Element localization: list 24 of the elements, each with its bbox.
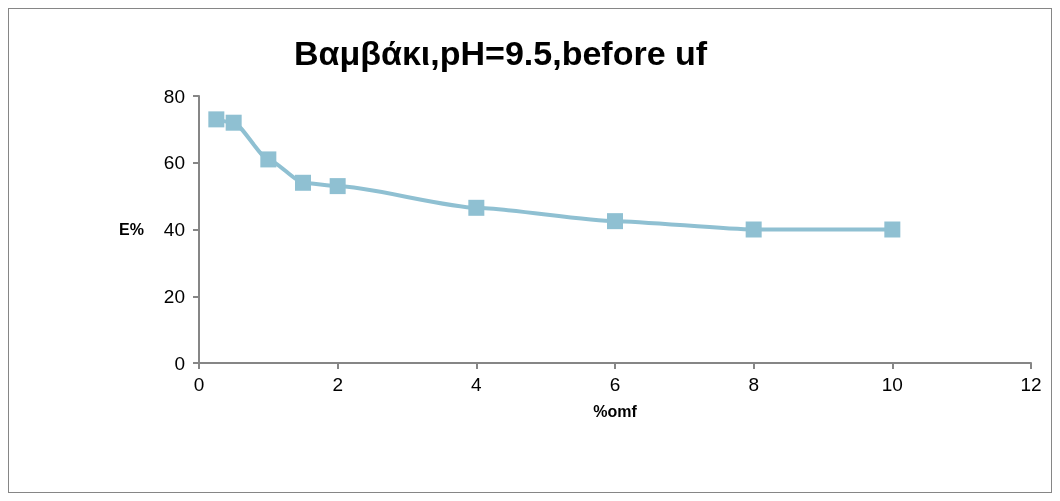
point <box>208 111 225 128</box>
point <box>468 199 485 216</box>
x-axis-title: %omf <box>593 402 638 420</box>
x-tick-label: 10 <box>881 374 903 395</box>
y-tick-label: 0 <box>174 352 185 374</box>
x-tick-label: 0 <box>193 374 205 395</box>
point <box>295 174 311 191</box>
point <box>225 114 242 131</box>
point <box>260 151 277 168</box>
x-tick-label: 2 <box>332 374 343 395</box>
x-tick-label: 12 <box>1020 374 1042 395</box>
y-axis-title: E% <box>119 221 144 238</box>
chart-title: Βαμβάκι,pH=9.5,before uf <box>294 34 708 72</box>
point <box>607 213 623 230</box>
x-tick-label: 6 <box>609 374 621 395</box>
x-tick-label: 8 <box>748 374 759 395</box>
x-tick-label: 4 <box>471 374 483 395</box>
point <box>884 221 901 238</box>
y-tick-label: 20 <box>163 285 185 307</box>
point <box>329 178 346 195</box>
y-tick-label: 80 <box>163 85 185 107</box>
point <box>745 221 762 238</box>
y-tick-label: 60 <box>163 152 185 174</box>
y-tick-label: 40 <box>163 219 185 240</box>
